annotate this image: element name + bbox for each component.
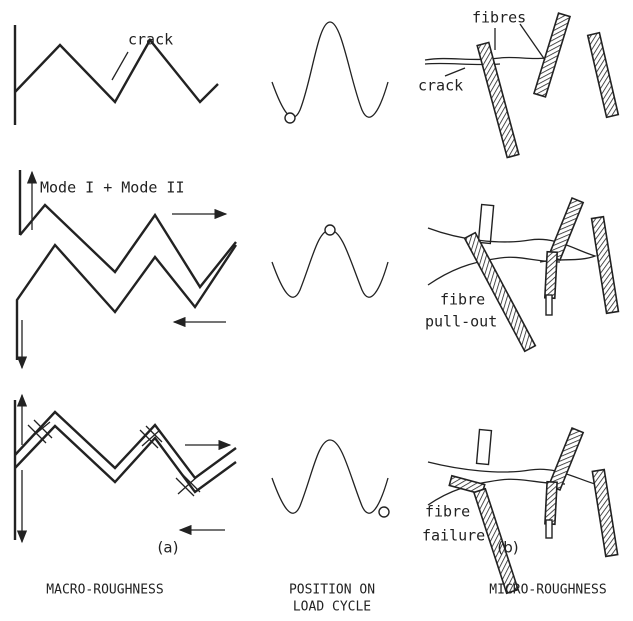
mode-label: Mode I + Mode II: [40, 179, 185, 197]
load-cycles: [272, 22, 389, 517]
macro-title: MACRO-ROUGHNESS: [46, 583, 163, 598]
micro-row-1: fibres crack: [418, 9, 618, 158]
macro-row-2: Mode I + Mode II: [17, 170, 236, 368]
failure-label-2: failure: [422, 527, 485, 545]
fibres-label: fibres: [472, 9, 526, 27]
failure-label-1: fibre: [425, 503, 470, 521]
macro-row-3: [15, 395, 236, 542]
caption-b: (b): [497, 539, 518, 557]
crack-label-micro: crack: [418, 77, 463, 95]
crack-label: crack: [128, 31, 173, 49]
micro-row-3: fibre failure: [422, 428, 618, 593]
diagram: crack Mode I + Mode II: [0, 0, 633, 621]
load-title-1: POSITION ON: [289, 583, 375, 598]
macro-row-1: crack: [15, 25, 218, 125]
micro-title: MICRO-ROUGHNESS: [489, 583, 606, 598]
micro-row-2: fibre pull-out: [425, 198, 618, 351]
pullout-label-1: fibre: [440, 291, 485, 309]
load-title-2: LOAD CYCLE: [293, 600, 371, 615]
caption-a: (a): [158, 539, 179, 557]
pullout-label-2: pull-out: [425, 313, 497, 331]
